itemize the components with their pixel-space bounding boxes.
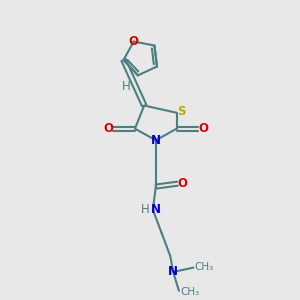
Text: N: N (151, 134, 161, 147)
Text: CH₃: CH₃ (180, 287, 200, 297)
Text: H: H (140, 203, 149, 216)
Text: N: N (151, 203, 161, 216)
Text: H: H (122, 80, 131, 93)
Text: S: S (178, 105, 186, 118)
Text: O: O (103, 122, 113, 135)
Text: CH₃: CH₃ (195, 262, 214, 272)
Text: O: O (178, 177, 188, 190)
Text: N: N (168, 266, 178, 278)
Text: O: O (199, 122, 208, 135)
Text: O: O (129, 35, 139, 48)
